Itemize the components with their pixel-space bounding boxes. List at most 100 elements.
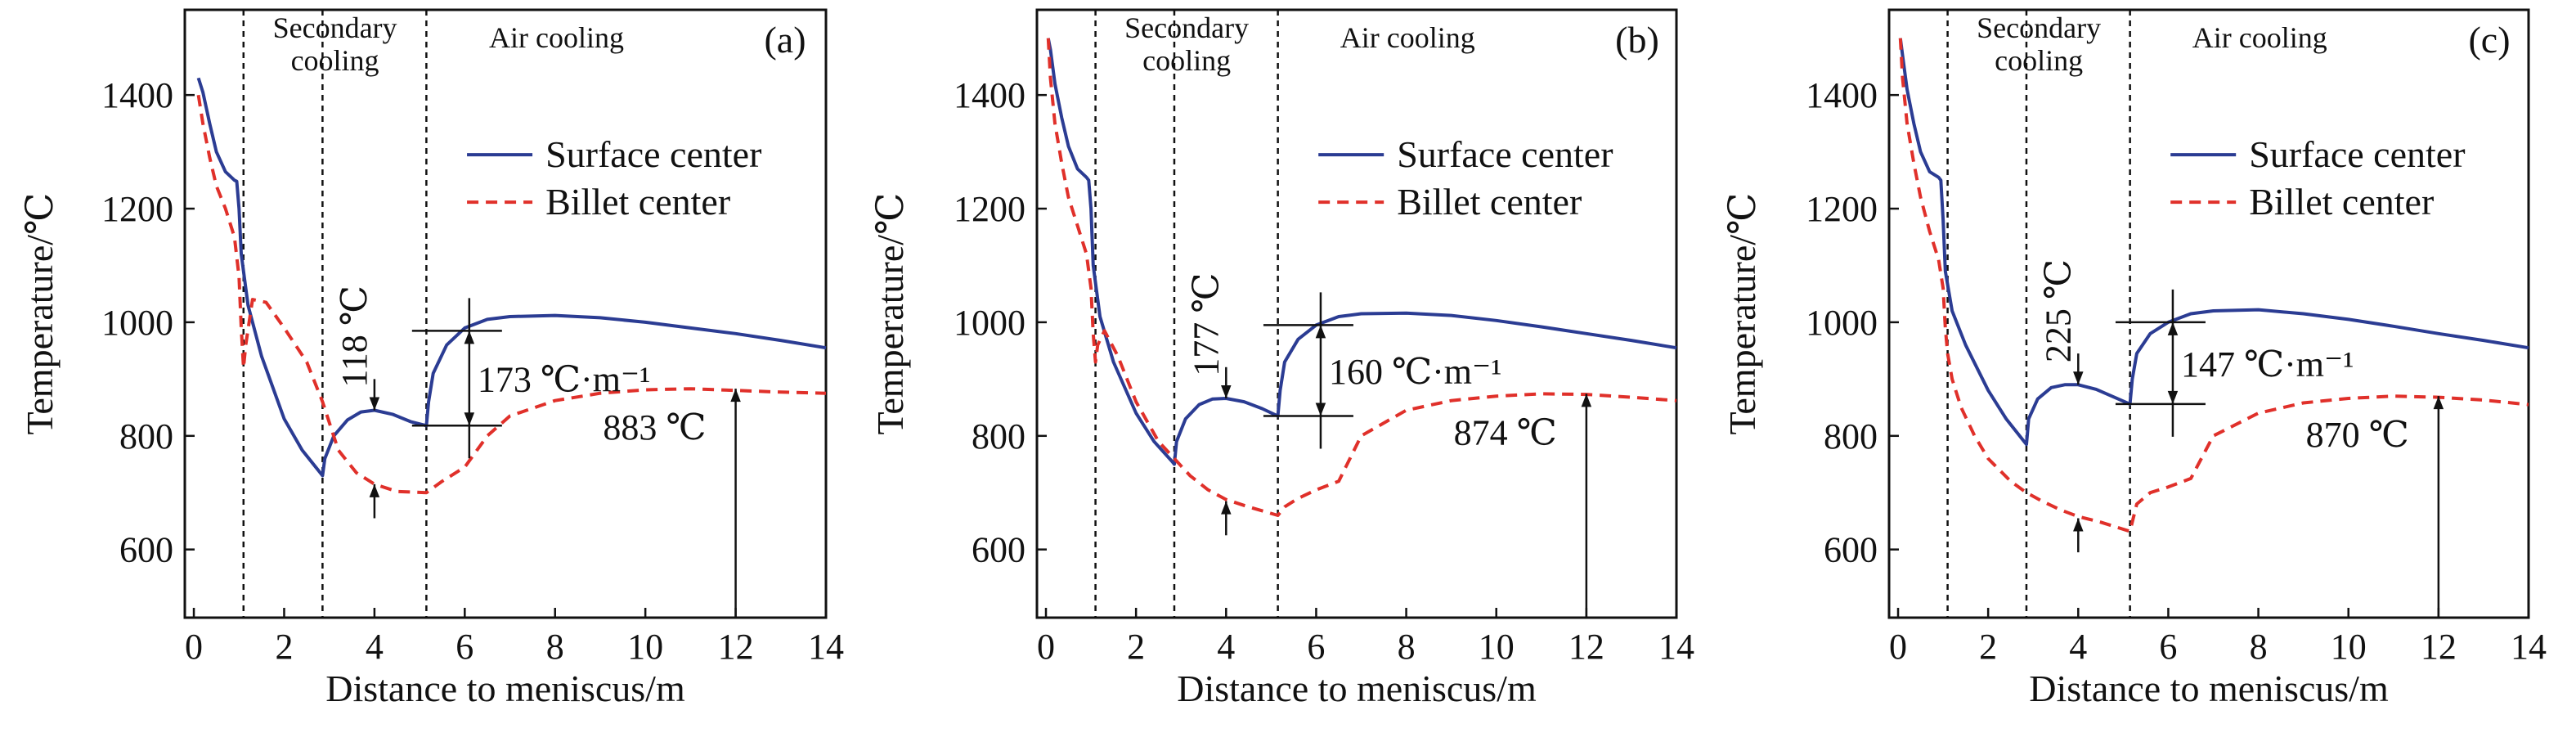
y-tick-label: 600: [119, 530, 173, 570]
difference-label: 225 ℃: [2038, 259, 2078, 362]
plot-frame: [183, 8, 828, 619]
y-tick-label: 800: [1824, 416, 1878, 456]
region-label-secondary-cooling: Secondary cooling: [273, 11, 397, 77]
series-line-billet-center: [196, 94, 827, 495]
x-tick-label: 2: [1127, 627, 1145, 667]
legend-label: Surface center: [1397, 133, 1613, 175]
region-label-line: Secondary: [273, 11, 397, 44]
gradient-arrow-head: [464, 331, 475, 344]
y-tick-label: 600: [1824, 530, 1878, 570]
difference-arrow-head: [2073, 371, 2084, 385]
y-axis-title: Temperature/℃: [19, 193, 61, 435]
chart-panel-a: 0 2 4 6 8 10 12 14 600 800 1000 1200 1400 Distance to…: [19, 8, 844, 709]
panel-tag: (b): [1615, 19, 1659, 61]
legend-label: Billet center: [1397, 181, 1582, 223]
gradient-label: 160 ℃·m⁻¹: [1329, 352, 1502, 392]
point-arrow-head: [730, 389, 741, 402]
chart-panel-c: 0 2 4 6 8 10 12 14 600 800 1000 1200 1400 Distance to…: [1721, 8, 2547, 709]
legend-label: Billet center: [2249, 181, 2434, 223]
chart-panel-b: 0 2 4 6 8 10 12 14 600 800 1000 1200 1400 Distance to…: [869, 8, 1694, 709]
gradient-arrow-head: [2167, 322, 2179, 335]
region-label-air-cooling: Air cooling: [2192, 21, 2327, 54]
x-tick-label: 10: [627, 627, 663, 667]
y-axis-title: Temperature/℃: [1721, 193, 1763, 435]
x-tick-label: 0: [1037, 627, 1055, 667]
x-tick-label: 2: [275, 627, 293, 667]
y-axis-title: Temperature/℃: [869, 193, 911, 435]
x-tick-label: 10: [2331, 627, 2367, 667]
series-line-surface-center: [196, 77, 827, 478]
gradient-arrow-head: [1315, 325, 1326, 339]
difference-arrow-head: [2073, 518, 2084, 532]
y-tick-label: 800: [119, 416, 173, 456]
region-label-line: cooling: [291, 44, 379, 77]
region-label-secondary-cooling: Secondary cooling: [1124, 11, 1249, 77]
gradient-arrow-head: [464, 412, 475, 426]
x-axis-title: Distance to meniscus/m: [1177, 668, 1537, 709]
difference-arrow-head: [369, 397, 380, 411]
gradient-label: 147 ℃·m⁻¹: [2181, 344, 2354, 384]
series-line-billet-center: [1898, 38, 2529, 533]
point-label: 883 ℃: [603, 407, 706, 447]
y-tick-label: 1200: [954, 189, 1025, 229]
point-label: 874 ℃: [1454, 412, 1557, 452]
plot-frame: [1035, 8, 1678, 619]
gradient-arrow-head: [1315, 402, 1326, 416]
gradient-arrow-head: [2167, 390, 2179, 404]
x-tick-label: 2: [1979, 627, 1997, 667]
x-tick-label: 6: [1307, 627, 1325, 667]
panel-tag: (c): [2468, 19, 2510, 61]
x-tick-label: 12: [718, 627, 754, 667]
x-tick-label: 14: [808, 627, 844, 667]
plot-frame: [1887, 8, 2530, 619]
y-tick-label: 800: [972, 416, 1025, 456]
x-axis-title: Distance to meniscus/m: [325, 668, 685, 709]
x-tick-label: 0: [1889, 627, 1907, 667]
region-label-air-cooling: Air cooling: [1340, 21, 1475, 54]
x-tick-label: 12: [1568, 627, 1604, 667]
x-tick-label: 10: [1479, 627, 1515, 667]
x-tick-label: 6: [456, 627, 473, 667]
legend-label: Surface center: [2249, 133, 2465, 175]
series-line-surface-center: [1898, 38, 2529, 447]
y-tick-label: 1000: [1806, 303, 1878, 343]
x-tick-label: 6: [2159, 627, 2177, 667]
point-arrow-head: [1581, 393, 1592, 407]
legend-label: Surface center: [545, 133, 761, 175]
x-tick-label: 4: [2069, 627, 2087, 667]
y-tick-label: 1000: [954, 303, 1025, 343]
region-label-line: cooling: [1142, 44, 1231, 77]
x-tick-label: 8: [1398, 627, 1416, 667]
x-tick-label: 4: [366, 627, 384, 667]
point-label: 870 ℃: [2306, 415, 2409, 455]
y-tick-label: 1400: [1806, 75, 1878, 115]
x-axis-title: Distance to meniscus/m: [2029, 668, 2389, 709]
legend-label: Billet center: [545, 181, 730, 223]
difference-arrow-head: [369, 483, 380, 497]
x-tick-label: 14: [1658, 627, 1694, 667]
region-label-line: cooling: [1995, 44, 2083, 77]
series-line-billet-center: [1046, 38, 1677, 517]
y-tick-label: 1000: [101, 303, 173, 343]
difference-arrow-head: [1221, 501, 1232, 515]
x-tick-label: 8: [2250, 627, 2268, 667]
region-label-secondary-cooling: Secondary cooling: [1977, 11, 2101, 77]
x-tick-label: 8: [546, 627, 564, 667]
difference-arrow-head: [1221, 384, 1232, 398]
y-tick-label: 1200: [101, 189, 173, 229]
region-label-line: Secondary: [1977, 11, 2101, 44]
y-tick-label: 1400: [954, 75, 1025, 115]
difference-label: 118 ℃: [334, 286, 375, 388]
x-tick-label: 4: [1217, 627, 1235, 667]
series-line-surface-center: [1046, 38, 1677, 466]
x-tick-label: 0: [185, 627, 203, 667]
difference-label: 177 ℃: [1186, 273, 1226, 376]
y-tick-label: 1400: [101, 75, 173, 115]
region-label-air-cooling: Air cooling: [489, 21, 624, 54]
x-tick-label: 14: [2511, 627, 2547, 667]
panel-tag: (a): [764, 19, 806, 61]
point-arrow-head: [2433, 396, 2444, 410]
region-label-line: Secondary: [1124, 11, 1249, 44]
x-tick-label: 12: [2421, 627, 2457, 667]
